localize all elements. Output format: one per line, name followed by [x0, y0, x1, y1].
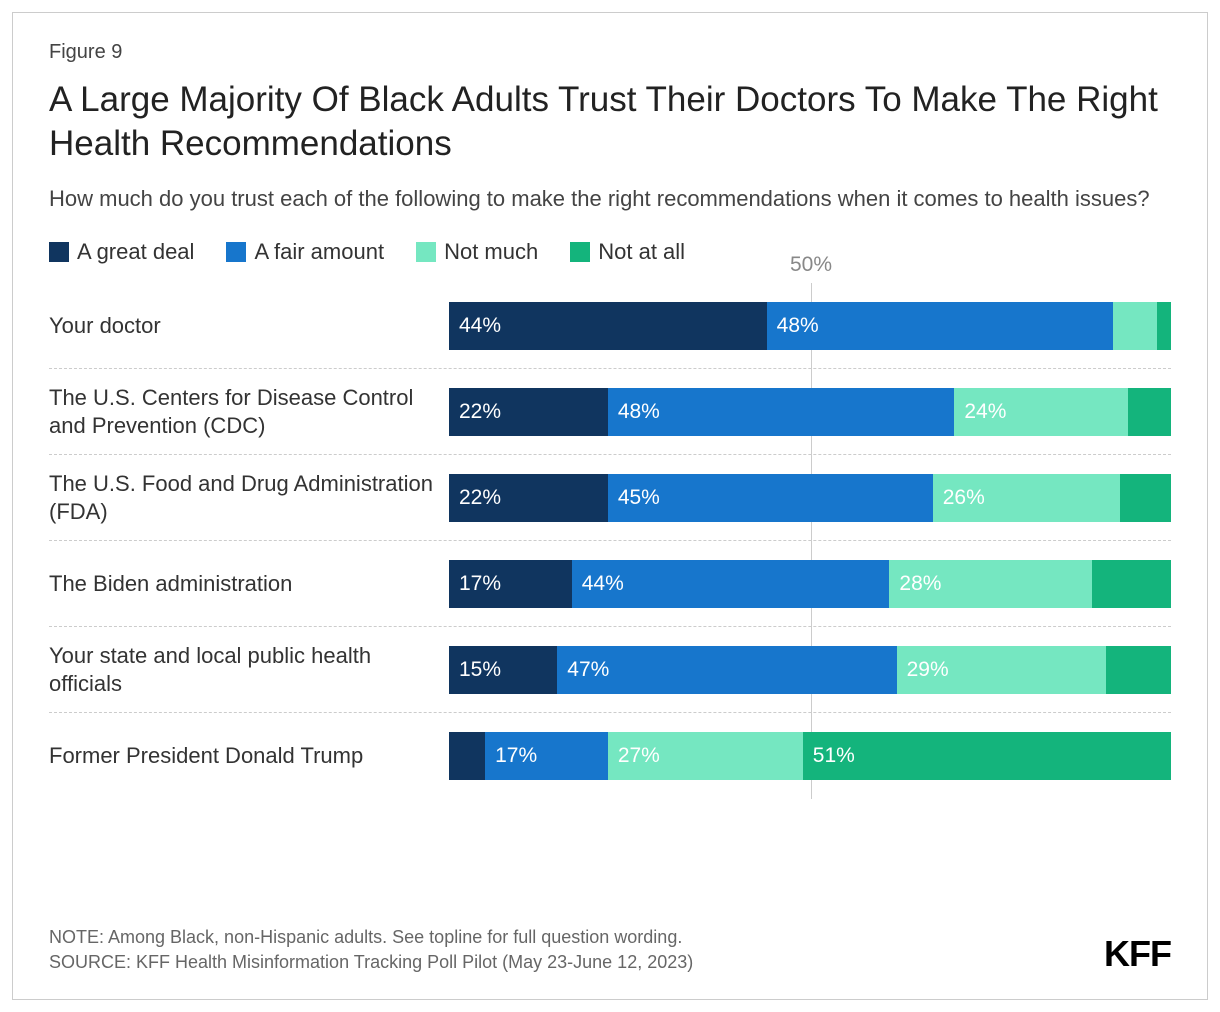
bar-segment [1120, 474, 1171, 522]
chart-row: The Biden administration17%44%28% [49, 541, 1171, 627]
bar-segment: 27% [608, 732, 803, 780]
kff-logo: KFF [1104, 933, 1171, 975]
bar-segment [1128, 388, 1171, 436]
bar-segment [1092, 560, 1171, 608]
bar-segment: 26% [933, 474, 1121, 522]
chart-row: The U.S. Centers for Disease Control and… [49, 369, 1171, 455]
chart-row: Your doctor44%48% [49, 283, 1171, 369]
bar-segment: 17% [449, 560, 572, 608]
bar-segment [1106, 646, 1171, 694]
chart-row: The U.S. Food and Drug Administration (F… [49, 455, 1171, 541]
legend-label: Not much [444, 239, 538, 265]
figure-label: Figure 9 [49, 41, 1171, 64]
chart-legend: A great deal A fair amount Not much Not at … [49, 239, 1171, 265]
bar-segment: 15% [449, 646, 557, 694]
legend-swatch [49, 242, 69, 262]
chart-row: Your state and local public health offic… [49, 627, 1171, 713]
legend-swatch [416, 242, 436, 262]
figure-container: Figure 9 A Large Majority Of Black Adult… [12, 12, 1208, 1000]
bar-wrap: 17%44%28% [449, 560, 1171, 608]
legend-item: A fair amount [226, 239, 384, 265]
bar-segment: 22% [449, 388, 608, 436]
bar-segment: 22% [449, 474, 608, 522]
legend-item: Not at all [570, 239, 685, 265]
row-label: Former President Donald Trump [49, 742, 449, 770]
stacked-bar: 44%48% [449, 302, 1171, 350]
legend-label: A great deal [77, 239, 194, 265]
stacked-bar: 22%48%24% [449, 388, 1171, 436]
chart-subtitle: How much do you trust each of the follow… [49, 184, 1171, 214]
legend-swatch [226, 242, 246, 262]
stacked-bar: 22%45%26% [449, 474, 1171, 522]
reference-line [811, 283, 812, 799]
bar-wrap: 22%45%26% [449, 474, 1171, 522]
bar-segment: 51% [803, 732, 1171, 780]
legend-item: A great deal [49, 239, 194, 265]
bar-segment: 48% [767, 302, 1114, 350]
row-label: The U.S. Food and Drug Administration (F… [49, 470, 449, 525]
note-text: NOTE: Among Black, non-Hispanic adults. … [49, 925, 693, 950]
stacked-bar: 17%44%28% [449, 560, 1171, 608]
bar-segment: 17% [485, 732, 608, 780]
bar-segment [1157, 302, 1171, 350]
bar-segment: 45% [608, 474, 933, 522]
row-label: Your state and local public health offic… [49, 642, 449, 697]
row-label: Your doctor [49, 312, 449, 340]
source-text: SOURCE: KFF Health Misinformation Tracki… [49, 950, 693, 975]
bar-segment: 29% [897, 646, 1106, 694]
reference-line-label: 50% [790, 253, 832, 277]
bar-segment [1113, 302, 1156, 350]
row-label: The U.S. Centers for Disease Control and… [49, 384, 449, 439]
bar-segment: 28% [889, 560, 1091, 608]
legend-label: Not at all [598, 239, 685, 265]
chart-title: A Large Majority Of Black Adults Trust T… [49, 78, 1171, 166]
bar-wrap: 22%48%24% [449, 388, 1171, 436]
bar-segment [449, 732, 485, 780]
chart-notes: NOTE: Among Black, non-Hispanic adults. … [49, 925, 693, 975]
stacked-bar: 17%27%51% [449, 732, 1171, 780]
row-label: The Biden administration [49, 570, 449, 598]
chart-plot-area: 50% Your doctor44%48%The U.S. Centers fo… [49, 283, 1171, 799]
bar-segment: 24% [954, 388, 1127, 436]
legend-label: A fair amount [254, 239, 384, 265]
chart-row: Former President Donald Trump17%27%51% [49, 713, 1171, 799]
bar-wrap: 17%27%51% [449, 732, 1171, 780]
legend-item: Not much [416, 239, 538, 265]
bar-wrap: 15%47%29% [449, 646, 1171, 694]
bar-wrap: 44%48% [449, 302, 1171, 350]
legend-swatch [570, 242, 590, 262]
bar-segment: 44% [449, 302, 767, 350]
stacked-bar: 15%47%29% [449, 646, 1171, 694]
bar-segment: 48% [608, 388, 955, 436]
bar-segment: 47% [557, 646, 896, 694]
bar-segment: 44% [572, 560, 890, 608]
chart-footer: NOTE: Among Black, non-Hispanic adults. … [49, 925, 1171, 975]
